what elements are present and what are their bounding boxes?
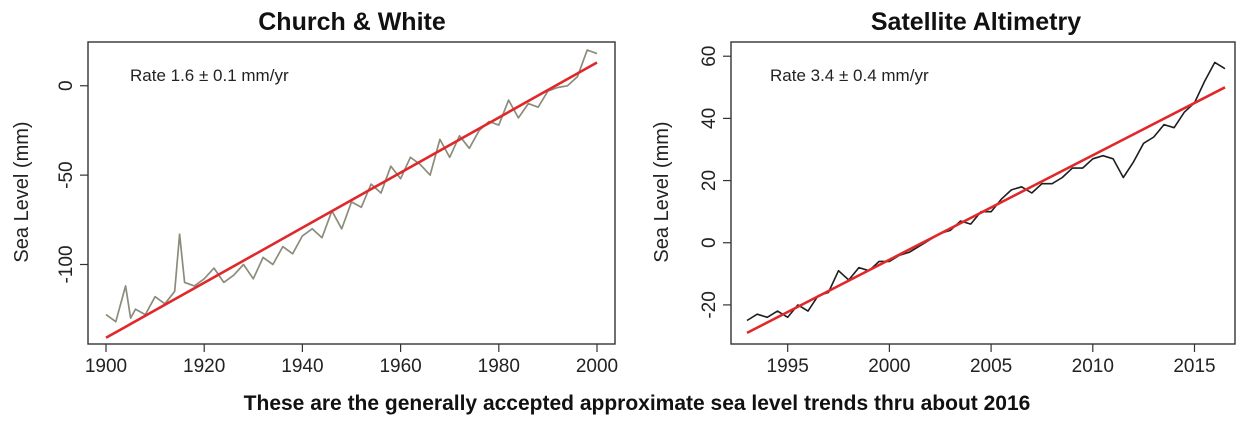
observed-series-line bbox=[746, 61, 1226, 322]
y-tick-label: 40 bbox=[699, 108, 720, 129]
plot-marks bbox=[746, 61, 1226, 335]
y-axis-title: Sea Level (mm) bbox=[11, 121, 33, 262]
chart-title: Satellite Altimetry bbox=[871, 8, 1081, 36]
y-tick-label: 60 bbox=[699, 46, 720, 67]
x-tick-label: 2000 bbox=[576, 356, 618, 377]
plot-frame bbox=[730, 41, 1236, 345]
rate-annotation: Rate 1.6 ± 0.1 mm/yr bbox=[130, 66, 289, 85]
plot-frame bbox=[87, 41, 616, 345]
y-tick-label: 0 bbox=[699, 237, 720, 248]
chart-title: Church & White bbox=[258, 8, 446, 36]
x-tick-label: 1980 bbox=[478, 356, 520, 377]
observed-series-line bbox=[105, 49, 598, 323]
x-axis: 1995 2000 2005 2010 2015 bbox=[767, 344, 1216, 377]
y-tick-label: 20 bbox=[699, 170, 720, 191]
y-tick-label: -100 bbox=[56, 245, 77, 283]
x-tick-label: 1995 bbox=[767, 356, 809, 377]
trend-line bbox=[105, 61, 598, 339]
chart-church-white: Church & White Sea Level (mm) Rate 1.6 ±… bbox=[11, 8, 618, 377]
chart-satellite-altimetry: Satellite Altimetry Sea Level (mm) Rate … bbox=[651, 8, 1236, 377]
x-tick-label: 2015 bbox=[1173, 356, 1215, 377]
rate-annotation: Rate 3.4 ± 0.4 mm/yr bbox=[770, 66, 929, 85]
y-axis-title: Sea Level (mm) bbox=[651, 121, 673, 262]
y-tick-label: 0 bbox=[56, 80, 77, 91]
y-axis: -20 0 20 40 60 bbox=[699, 46, 731, 319]
x-tick-label: 1920 bbox=[183, 356, 225, 377]
x-tick-label: 2000 bbox=[868, 356, 910, 377]
figure-caption: These are the generally accepted approxi… bbox=[244, 392, 1031, 415]
x-tick-label: 1900 bbox=[85, 356, 127, 377]
x-tick-label: 2005 bbox=[970, 356, 1012, 377]
x-axis: 1900 1920 1940 1960 1980 2000 bbox=[85, 344, 618, 377]
x-tick-label: 1960 bbox=[379, 356, 421, 377]
y-axis: -100 -50 0 bbox=[56, 80, 88, 284]
plot-marks bbox=[105, 49, 598, 339]
x-tick-label: 2010 bbox=[1072, 356, 1114, 377]
trend-line bbox=[746, 86, 1226, 335]
x-tick-label: 1940 bbox=[281, 356, 323, 377]
y-tick-label: -20 bbox=[699, 291, 720, 318]
y-tick-label: -50 bbox=[56, 161, 77, 188]
